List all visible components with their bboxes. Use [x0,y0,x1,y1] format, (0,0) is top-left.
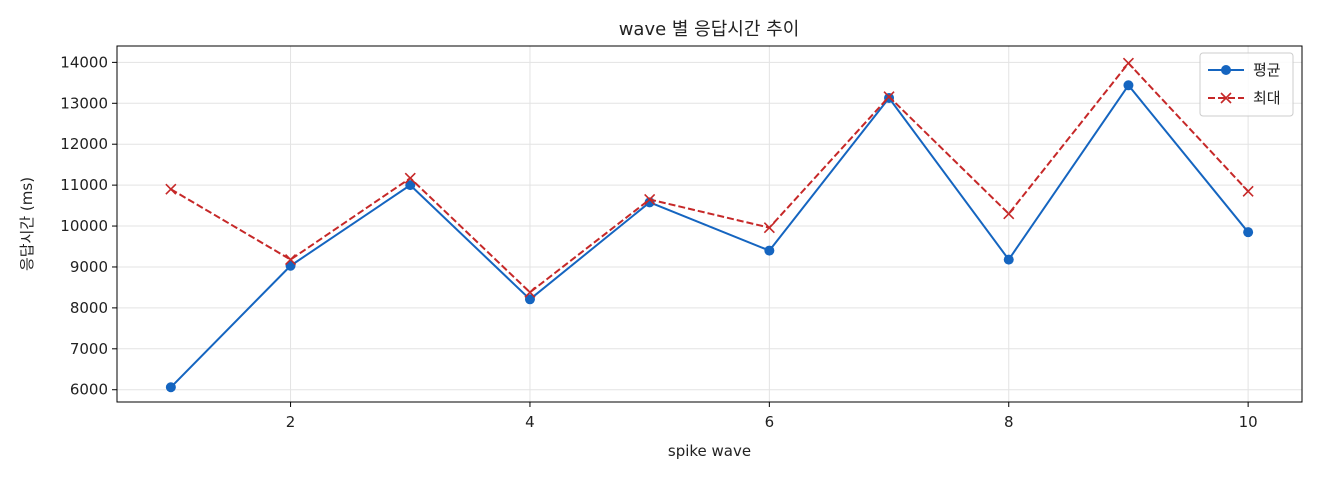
y-tick-label: 9000 [70,258,108,276]
x-tick-label: 4 [525,413,535,431]
legend-item: 평균 [1208,61,1281,79]
x-tick-label: 10 [1239,413,1258,431]
data-point [524,286,536,298]
chart-title: wave 별 응답시간 추이 [619,19,800,40]
data-point [1003,254,1014,265]
y-tick-label: 10000 [60,217,108,235]
x-tick-label: 2 [286,413,296,431]
y-tick-label: 8000 [70,299,108,317]
data-point [883,91,895,103]
data-point [165,382,176,393]
y-tick-label: 11000 [60,176,108,194]
y-tick-label: 6000 [70,381,108,399]
y-axis-label: 응답시간 (ms) [18,177,36,271]
data-point [1122,57,1135,69]
grid-lines [117,46,1302,402]
series-1 [165,80,1254,393]
legend-marker [1220,92,1232,104]
data-point [404,172,416,184]
x-tick-label: 8 [1004,413,1014,431]
data-point [165,183,177,195]
series-layer [165,57,1254,393]
x-axis-ticks: 2 4 6 8 10 [286,402,1258,431]
legend-label: 최대 [1253,89,1281,107]
y-tick-label: 14000 [60,53,108,71]
y-tick-label: 7000 [70,340,108,358]
data-point [764,245,775,256]
y-tick-label: 13000 [60,94,108,112]
data-point [644,193,656,206]
y-axis-ticks: 6000 7000 8000 9000 10000 11000 12000 13000 1400… [60,53,117,399]
y-tick-label: 12000 [60,135,108,153]
legend-item: 최대 [1208,89,1281,107]
data-point [285,260,296,271]
data-point [763,222,775,234]
data-point [1242,185,1254,197]
series-2 [165,57,1254,298]
data-point [1003,208,1015,220]
data-point [1243,227,1254,238]
series-line [170,62,1249,294]
legend-label: 평균 [1253,61,1281,79]
data-point [524,294,535,305]
data-point [284,254,297,266]
plot-frame [116,45,1303,403]
legend-marker [1221,65,1231,75]
series-line [170,84,1249,388]
data-point [405,180,416,191]
x-tick-label: 6 [765,413,775,431]
x-axis-label: spike wave [668,442,751,460]
data-point [1123,80,1134,91]
